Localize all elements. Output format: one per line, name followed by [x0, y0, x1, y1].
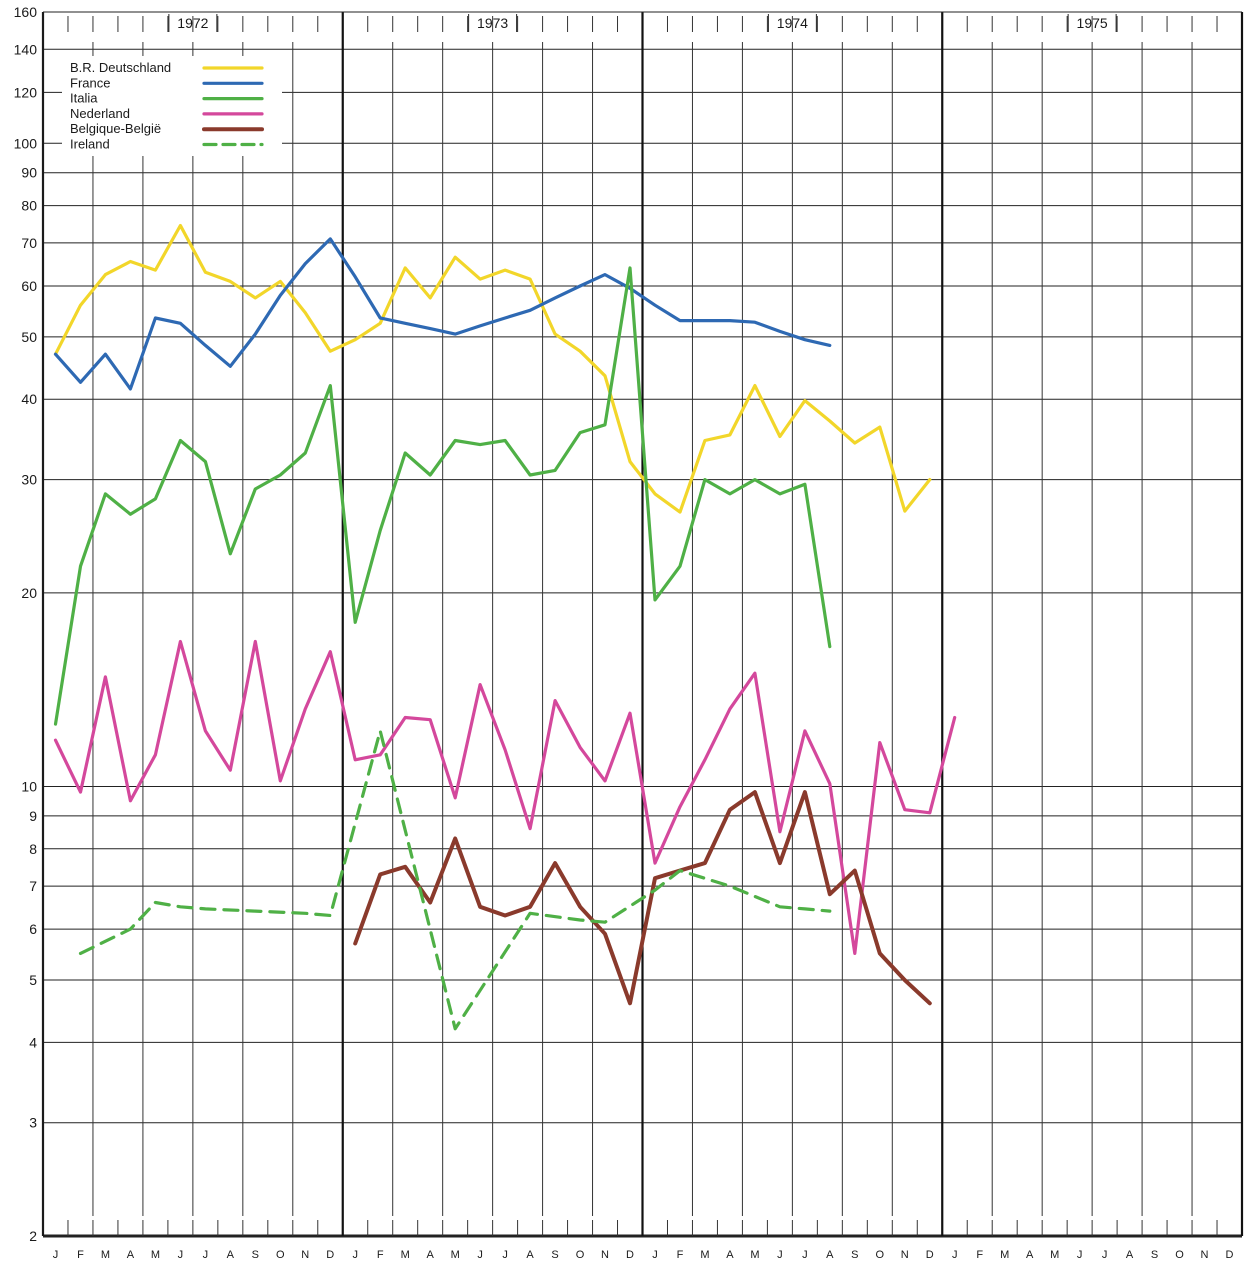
y-tick-label: 40 — [21, 391, 37, 407]
series-layer — [55, 225, 954, 1028]
x-tick-label: J — [777, 1249, 783, 1261]
x-tick-label: N — [901, 1249, 909, 1261]
legend-label: B.R. Deutschland — [70, 60, 171, 75]
x-tick-label: M — [451, 1249, 460, 1261]
y-tick-label: 30 — [21, 472, 37, 488]
y-tick-label: 100 — [14, 135, 38, 151]
y-tick-label: 6 — [29, 921, 37, 937]
y-tick-label: 50 — [21, 329, 37, 345]
x-tick-label: S — [551, 1249, 558, 1261]
y-tick-label: 10 — [21, 778, 37, 794]
y-tick-label: 160 — [14, 4, 38, 20]
x-tick-label: D — [326, 1249, 334, 1261]
x-tick-label: A — [726, 1249, 734, 1261]
x-tick-label: M — [1050, 1249, 1059, 1261]
x-tick-label: N — [301, 1249, 309, 1261]
x-tick-label: M — [750, 1249, 759, 1261]
year-label: 1975 — [1077, 15, 1108, 31]
x-tick-label: S — [252, 1249, 259, 1261]
legend-label: Italia — [70, 91, 98, 106]
x-tick-label: J — [352, 1249, 358, 1261]
x-tick-label: A — [526, 1249, 534, 1261]
y-tick-label: 5 — [29, 972, 37, 988]
x-tick-label: J — [952, 1249, 958, 1261]
y-tick-label: 8 — [29, 841, 37, 857]
legend: B.R. DeutschlandFranceItaliaNederlandBel… — [62, 56, 282, 156]
x-tick-label: O — [1175, 1249, 1184, 1261]
y-tick-label: 7 — [29, 878, 37, 894]
y-tick-label: 4 — [29, 1034, 37, 1050]
y-tick-label: 60 — [21, 278, 37, 294]
x-tick-label: A — [1126, 1249, 1134, 1261]
grid-layer — [43, 12, 1242, 1236]
x-tick-label: N — [1201, 1249, 1209, 1261]
x-tick-label: M — [1000, 1249, 1009, 1261]
x-tick-label: F — [976, 1249, 983, 1261]
x-tick-label: A — [127, 1249, 135, 1261]
x-tick-label: J — [802, 1249, 808, 1261]
x-tick-label: N — [601, 1249, 609, 1261]
year-label: 1973 — [477, 15, 508, 31]
year-label: 1972 — [177, 15, 208, 31]
axis-labels: 2 3 4 5 6 7 8 9 10 20 30 40 50 60 70 80 90 100 120 140 160 19… — [14, 4, 1234, 1261]
x-tick-label: J — [652, 1249, 658, 1261]
x-tick-label: O — [276, 1249, 285, 1261]
x-tick-label: J — [53, 1249, 59, 1261]
y-tick-label: 90 — [21, 165, 37, 181]
y-tick-label: 20 — [21, 585, 37, 601]
x-tick-label: S — [851, 1249, 858, 1261]
x-tick-label: J — [203, 1249, 209, 1261]
legend-label: Ireland — [70, 137, 110, 152]
x-tick-label: J — [1102, 1249, 1108, 1261]
y-tick-label: 80 — [21, 198, 37, 214]
x-tick-label: S — [1151, 1249, 1158, 1261]
x-tick-label: J — [477, 1249, 483, 1261]
x-tick-label: J — [1077, 1249, 1083, 1261]
x-tick-label: O — [876, 1249, 885, 1261]
x-tick-label: M — [151, 1249, 160, 1261]
x-tick-label: M — [700, 1249, 709, 1261]
x-tick-label: A — [1026, 1249, 1034, 1261]
x-tick-label: D — [1226, 1249, 1234, 1261]
legend-label: France — [70, 75, 110, 90]
legend-label: Belgique-België — [70, 121, 161, 136]
y-tick-label: 2 — [29, 1228, 37, 1244]
x-tick-label: F — [677, 1249, 684, 1261]
x-tick-label: J — [502, 1249, 508, 1261]
x-tick-label: D — [926, 1249, 934, 1261]
x-tick-label: J — [178, 1249, 184, 1261]
y-tick-label: 9 — [29, 808, 37, 824]
x-tick-label: F — [77, 1249, 84, 1261]
y-tick-label: 70 — [21, 235, 37, 251]
x-tick-label: A — [826, 1249, 834, 1261]
x-tick-label: M — [401, 1249, 410, 1261]
x-tick-label: A — [427, 1249, 435, 1261]
x-tick-label: D — [626, 1249, 634, 1261]
legend-label: Nederland — [70, 106, 130, 121]
x-tick-label: M — [101, 1249, 110, 1261]
x-tick-label: F — [377, 1249, 384, 1261]
year-label: 1974 — [777, 15, 808, 31]
y-tick-label: 120 — [14, 84, 38, 100]
y-tick-label: 140 — [14, 41, 38, 57]
x-tick-label: A — [227, 1249, 235, 1261]
y-tick-label: 3 — [29, 1115, 37, 1131]
x-tick-label: O — [576, 1249, 585, 1261]
